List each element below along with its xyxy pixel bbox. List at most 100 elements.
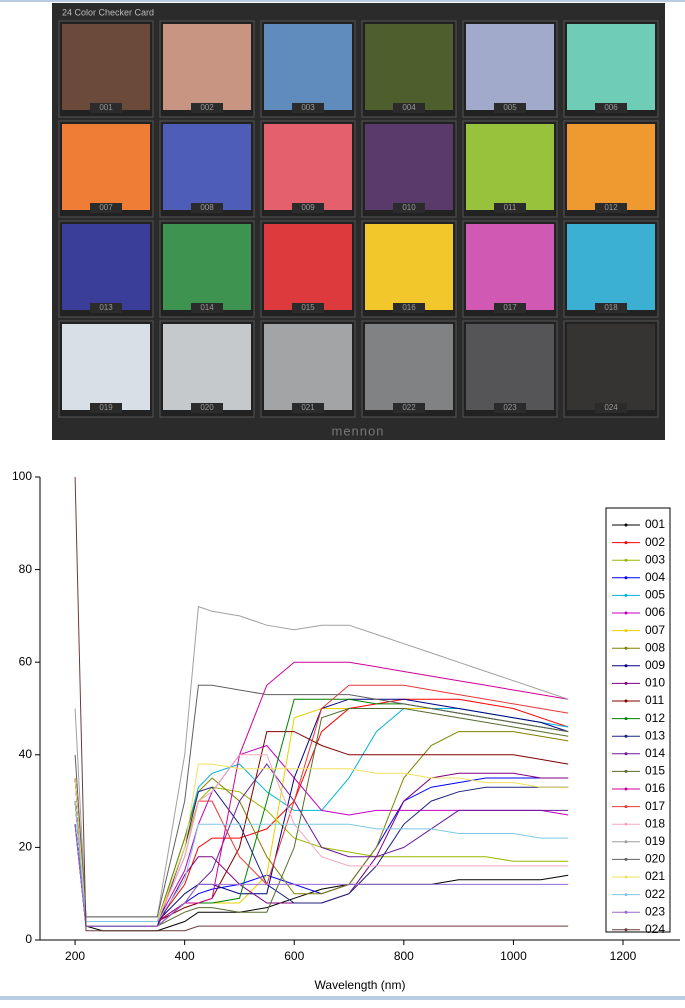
legend-marker: [624, 928, 628, 932]
card-brand: mennon: [332, 423, 385, 438]
patch-tab: [494, 403, 526, 413]
legend-label: 013: [645, 728, 665, 742]
y-tick-label: 60: [19, 654, 33, 668]
legend-marker: [624, 523, 628, 527]
legend-label: 014: [645, 746, 665, 760]
legend-label: 016: [645, 781, 665, 795]
patch-label: 020: [200, 403, 214, 412]
patch-label: 014: [200, 303, 214, 312]
patch-label: 005: [503, 103, 517, 112]
patch-tab: [292, 103, 324, 113]
y-tick-label: 80: [19, 562, 33, 576]
spectrum-line: [74, 476, 569, 932]
patch-label: 015: [301, 303, 315, 312]
spectrum-line: [74, 731, 569, 922]
legend-marker: [624, 664, 628, 668]
patch: [62, 24, 150, 110]
patch-tab: [90, 103, 122, 113]
patch: [163, 324, 251, 410]
patch-tab: [90, 403, 122, 413]
patch-label: 013: [99, 303, 113, 312]
patch: [163, 124, 251, 210]
x-tick-label: 200: [65, 949, 85, 963]
legend-label: 010: [645, 676, 665, 690]
legend-label: 015: [645, 764, 665, 778]
patch-tab: [191, 403, 223, 413]
patch-tab: [494, 103, 526, 113]
patch: [264, 324, 352, 410]
x-tick-label: 1200: [610, 949, 637, 963]
x-tick-label: 600: [284, 949, 304, 963]
patch: [62, 224, 150, 310]
legend-label: 019: [645, 834, 665, 848]
legend-marker: [624, 822, 628, 826]
patch-label: 012: [604, 203, 618, 212]
patch: [163, 224, 251, 310]
legend-label: 004: [645, 570, 665, 584]
legend-marker: [624, 611, 628, 615]
legend-marker: [624, 717, 628, 721]
patch-tab: [595, 403, 627, 413]
y-tick-label: 20: [19, 840, 33, 854]
patch-label: 010: [402, 203, 416, 212]
legend-label: 009: [645, 658, 665, 672]
spectrum-line: [74, 763, 569, 922]
patch: [264, 224, 352, 310]
patch: [466, 324, 554, 410]
patch-tab: [191, 103, 223, 113]
patch-tab: [292, 403, 324, 413]
card: [52, 3, 665, 440]
spectrum-line: [74, 754, 569, 922]
legend-label: 007: [645, 623, 665, 637]
patch-tab: [90, 303, 122, 313]
patch-label: 016: [402, 303, 416, 312]
x-tick-label: 400: [175, 949, 195, 963]
x-axis-title: Wavelength (nm): [315, 978, 406, 992]
legend-label: 017: [645, 799, 665, 813]
legend-label: 020: [645, 852, 665, 866]
spectrum-line: [74, 777, 569, 927]
patch-label: 006: [604, 103, 618, 112]
patch: [466, 224, 554, 310]
legend-marker: [624, 593, 628, 597]
patch: [567, 324, 655, 410]
y-tick-label: 40: [19, 747, 33, 761]
patch-tab: [595, 303, 627, 313]
patch: [365, 224, 453, 310]
patch-tab: [393, 203, 425, 213]
legend-marker: [624, 875, 628, 879]
legend-label: 011: [645, 693, 664, 707]
patch-tab: [393, 303, 425, 313]
patch-label: 009: [301, 203, 315, 212]
legend-marker: [624, 699, 628, 703]
patch: [567, 224, 655, 310]
patch: [567, 124, 655, 210]
patch-label: 023: [503, 403, 517, 412]
spectrum-line: [74, 824, 569, 927]
legend-label: 018: [645, 816, 665, 830]
patch: [466, 124, 554, 210]
patch-label: 021: [301, 403, 315, 412]
patch-label: 001: [99, 103, 113, 112]
patch-label: 024: [604, 403, 618, 412]
x-tick-label: 1000: [500, 949, 527, 963]
patch-tab: [393, 103, 425, 113]
patch: [62, 124, 150, 210]
legend-marker: [624, 681, 628, 685]
patch-label: 004: [402, 103, 416, 112]
patch-label: 008: [200, 203, 214, 212]
legend-marker: [624, 734, 628, 738]
legend-label: 005: [645, 588, 665, 602]
patch: [365, 124, 453, 210]
patch-label: 011: [504, 203, 517, 212]
spectrum-line: [74, 763, 569, 927]
legend-marker: [624, 805, 628, 809]
patch-tab: [494, 203, 526, 213]
patch-label: 022: [402, 403, 416, 412]
patch-label: 002: [200, 103, 214, 112]
legend-label: 008: [645, 640, 665, 654]
patch: [163, 24, 251, 110]
patch-tab: [191, 203, 223, 213]
legend-marker: [624, 541, 628, 545]
